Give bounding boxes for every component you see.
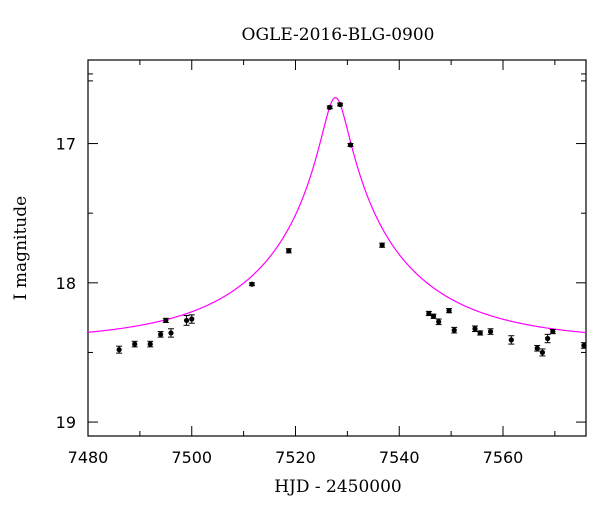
data-point xyxy=(147,341,153,347)
data-point xyxy=(337,101,343,108)
data-point xyxy=(581,342,586,349)
y-axis-label: I magnitude xyxy=(11,196,31,300)
data-point xyxy=(183,317,190,324)
data-point xyxy=(286,248,292,254)
data-point xyxy=(550,328,556,335)
data-point xyxy=(430,313,437,319)
data-point xyxy=(426,310,432,317)
data-point xyxy=(158,331,164,337)
model-curve xyxy=(88,96,586,334)
data-point xyxy=(327,104,333,110)
x-tick-label: 7540 xyxy=(379,448,420,467)
data-point xyxy=(249,281,255,287)
plot-frame xyxy=(87,59,587,437)
data-point xyxy=(132,341,138,347)
data-point xyxy=(189,316,195,322)
data-point xyxy=(347,142,354,148)
data-point xyxy=(379,242,385,248)
x-tick-label: 7500 xyxy=(171,448,212,467)
data-point xyxy=(508,337,514,343)
y-tick-label: 18 xyxy=(56,274,76,293)
data-points xyxy=(116,101,586,357)
chart-title: OGLE-2016-BLG-0900 xyxy=(242,25,435,45)
data-point xyxy=(539,349,546,356)
x-tick-label: 7560 xyxy=(483,448,524,467)
y-tick-label: 17 xyxy=(56,135,76,154)
y-axis: 17 18 19 xyxy=(56,73,586,432)
data-point xyxy=(451,327,457,333)
data-point xyxy=(116,347,122,353)
y-tick-label: 19 xyxy=(56,413,76,432)
data-point xyxy=(534,345,540,351)
x-tick-label: 7520 xyxy=(275,448,316,467)
data-point xyxy=(487,328,494,335)
x-axis-label: HJD - 2450000 xyxy=(274,477,402,497)
data-point xyxy=(436,319,442,325)
data-point xyxy=(545,335,551,342)
x-axis: 7480 7500 7520 7540 7560 xyxy=(68,60,556,467)
data-point xyxy=(472,326,478,332)
data-point xyxy=(168,330,174,336)
data-point xyxy=(477,330,483,336)
data-point xyxy=(446,308,452,314)
x-tick-label: 7480 xyxy=(68,448,109,467)
data-point xyxy=(163,317,169,324)
